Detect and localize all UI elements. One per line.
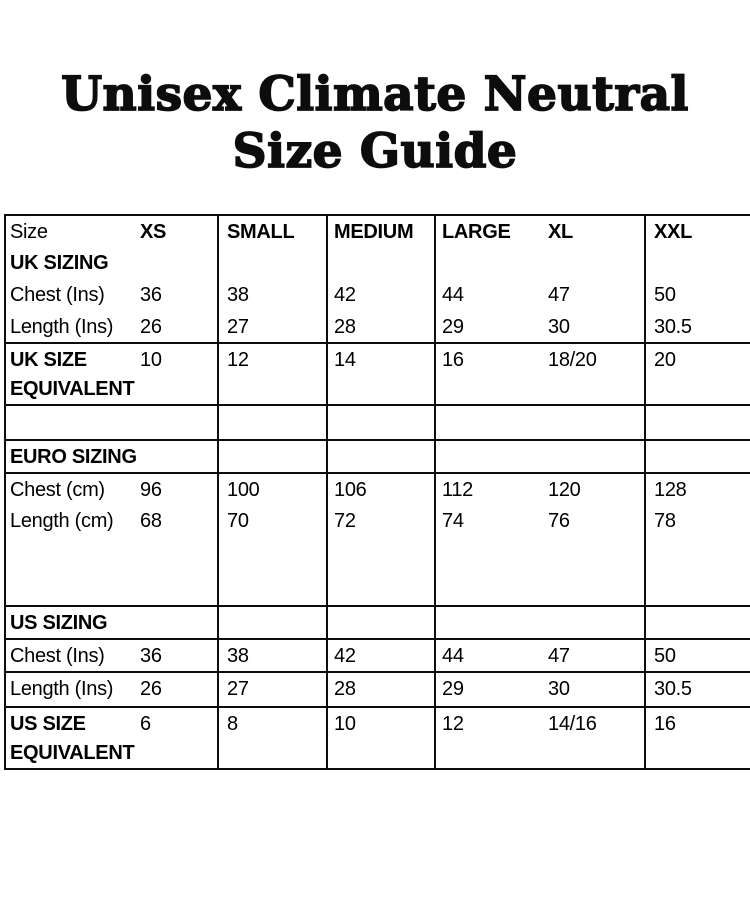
cell-medium: 72: [327, 505, 436, 536]
page-title-line2: Size Guide: [232, 123, 518, 180]
col-header-size: Size: [4, 214, 140, 247]
table-row-euro-spacer: [4, 536, 750, 607]
cell-xxl: 30.5: [645, 311, 750, 344]
col-header-small: SMALL: [218, 214, 328, 247]
cell-large: 44: [442, 284, 464, 306]
cell-xs: 36: [140, 279, 219, 311]
cell-small: 100: [218, 473, 328, 505]
cell-xl: 18/20: [548, 343, 646, 406]
table-row-empty: [4, 405, 750, 441]
cell-xs: 10: [140, 343, 219, 406]
cell-small: 38: [218, 279, 328, 311]
cell-large: 74: [442, 510, 464, 532]
cell-large: 29: [435, 311, 548, 344]
section-label-euro: EURO SIZING: [4, 440, 140, 474]
row-label: Length (Ins): [4, 672, 140, 708]
table-row-uk-chest: Chest (Ins) 36 38 42 44 47 50: [4, 279, 750, 311]
table-row-uk-length: Length (Ins) 26 27 28 29 30 30.5: [4, 311, 750, 344]
cell-xs: 36: [140, 639, 219, 673]
cell-xl: 76: [548, 505, 646, 536]
col-header-xs: XS: [140, 214, 219, 247]
cell-xxl: 50: [645, 639, 750, 673]
col-header-medium: MEDIUM: [327, 214, 436, 247]
col-header-large: LARGE: [435, 214, 548, 247]
cell-medium: 28: [327, 672, 436, 708]
section-label-us: US SIZING: [4, 606, 140, 640]
row-label: US SIZE EQUIVALENT: [4, 707, 140, 770]
table-row-header: Size XS SMALL MEDIUM LARGE XL XXL: [4, 214, 750, 247]
cell-large: 12: [435, 707, 548, 770]
cell-medium: 28: [327, 311, 436, 344]
row-label: UK SIZE EQUIVALENT: [4, 343, 140, 406]
row-label-line1: UK SIZE: [10, 349, 87, 371]
cell-small: 27: [218, 672, 328, 708]
table-row-uk-equivalent: UK SIZE EQUIVALENT 10 12 14 16 18/20 20: [4, 343, 750, 406]
row-label-line2: EQUIVALENT: [10, 378, 135, 400]
row-label: Length (cm): [4, 505, 140, 536]
cell-xs: 26: [140, 311, 219, 344]
table-row-euro-length: Length (cm) 68 70 72 74 76 78: [4, 505, 750, 536]
cell-xxl: 20: [645, 343, 750, 406]
cell-xxl: 128: [654, 479, 687, 501]
cell-large: 16: [435, 343, 548, 406]
row-label: Chest (cm): [4, 473, 140, 505]
cell-small: 8: [218, 707, 328, 770]
table-row-us-equivalent: US SIZE EQUIVALENT 6 8 10 12 14/16 16: [4, 707, 750, 770]
table-row-us-section: US SIZING: [4, 606, 750, 640]
cell-medium: 106: [327, 473, 436, 505]
cell-xl: 47: [548, 639, 646, 673]
cell-small: 12: [218, 343, 328, 406]
cell-medium: 42: [327, 639, 436, 673]
cell-small: 27: [218, 311, 328, 344]
cell-xs: 68: [140, 505, 219, 536]
cell-medium: 42: [327, 279, 436, 311]
cell-xl: 30: [548, 311, 646, 344]
size-guide-page: { "title": { "line1": "Unisex Climate Ne…: [0, 66, 750, 905]
cell-large: 29: [435, 672, 548, 708]
cell-xs: 26: [140, 672, 219, 708]
cell-large: 112: [442, 479, 473, 501]
cell-xs: 96: [140, 473, 219, 505]
cell-xl: 14/16: [548, 707, 646, 770]
size-guide-table: Size XS SMALL MEDIUM LARGE XL XXL UK SIZ…: [4, 214, 750, 770]
cell-xxl: 30.5: [645, 672, 750, 708]
cell-xl: 47: [548, 279, 646, 311]
row-label: Chest (Ins): [4, 279, 140, 311]
section-label-uk: UK SIZING: [4, 247, 140, 279]
table-row-euro-section: EURO SIZING: [4, 440, 750, 474]
cell-large: 44: [435, 639, 548, 673]
table-row-us-chest: Chest (Ins) 36 38 42 44 47 50: [4, 639, 750, 673]
cell-small: 38: [218, 639, 328, 673]
row-label: Chest (Ins): [4, 639, 140, 673]
table-row-uk-section: UK SIZING: [4, 247, 750, 279]
col-header-xl: XL: [548, 214, 646, 247]
cell-xl: 30: [548, 672, 646, 708]
row-label-line1: US SIZE: [10, 713, 86, 735]
page-title-line1: Unisex Climate Neutral: [60, 66, 689, 123]
cell-medium: 14: [327, 343, 436, 406]
cell-xxl: 78: [654, 510, 676, 532]
row-label: Length (Ins): [4, 311, 140, 344]
cell-xs: 6: [140, 707, 219, 770]
cell-xxl: 16: [645, 707, 750, 770]
cell-medium: 10: [327, 707, 436, 770]
table-row-euro-chest: Chest (cm) 96 100 106 112 120 128: [4, 473, 750, 505]
table-row-us-length: Length (Ins) 26 27 28 29 30 30.5: [4, 672, 750, 708]
cell-xxl: 50: [654, 284, 676, 306]
col-header-xxl: XXL: [645, 214, 750, 247]
page-title: Unisex Climate Neutral Size Guide: [0, 66, 750, 180]
row-label-line2: EQUIVALENT: [10, 742, 135, 764]
cell-xl: 120: [548, 473, 646, 505]
cell-small: 70: [218, 505, 328, 536]
